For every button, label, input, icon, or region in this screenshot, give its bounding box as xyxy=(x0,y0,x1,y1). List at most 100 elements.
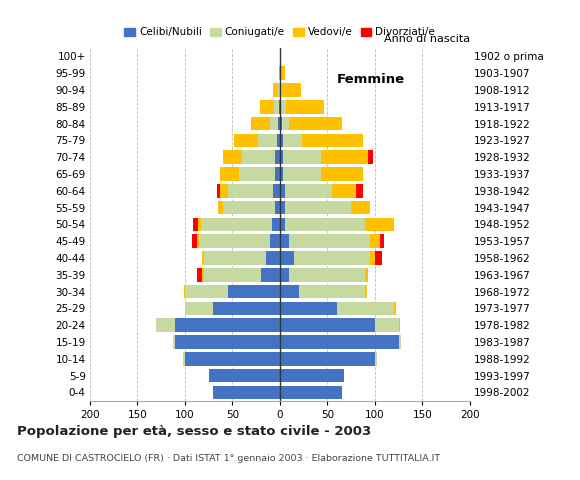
Bar xyxy=(280,150,282,164)
Bar xyxy=(258,133,277,147)
Bar xyxy=(294,251,370,265)
Bar xyxy=(209,369,280,383)
Bar xyxy=(213,385,280,399)
Bar xyxy=(368,150,373,164)
Bar xyxy=(280,167,282,181)
Bar xyxy=(218,201,223,215)
Bar xyxy=(273,83,278,97)
Bar xyxy=(375,318,398,332)
Bar xyxy=(280,335,398,349)
Bar xyxy=(220,184,227,198)
Bar xyxy=(266,251,280,265)
Bar xyxy=(289,234,370,248)
Bar xyxy=(285,217,365,231)
Bar xyxy=(365,268,368,282)
Bar xyxy=(199,234,270,248)
Bar xyxy=(272,217,280,231)
Bar xyxy=(204,268,261,282)
Bar xyxy=(280,133,282,147)
Text: Anno di nascita: Anno di nascita xyxy=(384,35,470,45)
Bar xyxy=(213,301,280,315)
Bar xyxy=(201,217,272,231)
Bar xyxy=(379,234,385,248)
Legend: Celibi/Nubili, Coniugati/e, Vedovi/e, Divorziati/e: Celibi/Nubili, Coniugati/e, Vedovi/e, Di… xyxy=(120,23,440,42)
Bar xyxy=(280,352,375,366)
Bar xyxy=(157,318,175,332)
Bar xyxy=(285,184,332,198)
Bar xyxy=(375,352,377,366)
Bar xyxy=(227,285,280,299)
Bar xyxy=(280,318,375,332)
Bar xyxy=(185,285,227,299)
Bar xyxy=(173,335,175,349)
Bar xyxy=(282,117,289,131)
Bar xyxy=(220,167,239,181)
Text: COMUNE DI CASTROCIELO (FR) · Dati ISTAT 1° gennaio 2003 · Elaborazione TUTTITALI: COMUNE DI CASTROCIELO (FR) · Dati ISTAT … xyxy=(17,454,441,463)
Bar xyxy=(280,301,337,315)
Bar xyxy=(282,167,321,181)
Bar xyxy=(321,150,368,164)
Bar xyxy=(375,251,382,265)
Bar xyxy=(274,100,279,114)
Bar xyxy=(280,217,285,231)
Bar xyxy=(184,285,185,299)
Bar xyxy=(275,167,280,181)
Bar xyxy=(175,335,280,349)
Bar xyxy=(183,352,185,366)
Bar xyxy=(275,150,280,164)
Bar xyxy=(280,369,345,383)
Bar xyxy=(280,117,282,131)
Bar xyxy=(280,201,285,215)
Bar xyxy=(280,285,299,299)
Bar xyxy=(280,234,289,248)
Bar xyxy=(197,268,202,282)
Bar xyxy=(365,217,394,231)
Bar xyxy=(197,234,199,248)
Bar xyxy=(289,268,365,282)
Bar xyxy=(280,268,289,282)
Bar xyxy=(281,100,285,114)
Bar xyxy=(337,301,394,315)
Bar xyxy=(277,133,280,147)
Bar xyxy=(227,184,273,198)
Bar xyxy=(234,133,258,147)
Bar xyxy=(193,217,198,231)
Bar xyxy=(198,217,201,231)
Text: Popolazione per età, sesso e stato civile - 2003: Popolazione per età, sesso e stato civil… xyxy=(17,425,372,438)
Bar xyxy=(204,251,266,265)
Bar xyxy=(239,167,275,181)
Bar xyxy=(193,234,197,248)
Bar xyxy=(321,167,364,181)
Bar xyxy=(270,117,278,131)
Bar xyxy=(202,268,204,282)
Bar xyxy=(280,251,294,265)
Bar xyxy=(223,150,242,164)
Bar xyxy=(398,335,401,349)
Bar xyxy=(175,318,280,332)
Bar xyxy=(289,117,342,131)
Bar xyxy=(279,100,280,114)
Bar xyxy=(282,150,321,164)
Bar xyxy=(299,285,365,299)
Bar xyxy=(365,285,367,299)
Bar xyxy=(202,251,204,265)
Bar xyxy=(223,201,275,215)
Bar xyxy=(285,201,351,215)
Bar xyxy=(356,184,364,198)
Bar xyxy=(278,117,280,131)
Bar xyxy=(273,184,280,198)
Bar xyxy=(280,184,285,198)
Bar xyxy=(280,385,342,399)
Bar xyxy=(275,201,280,215)
Bar xyxy=(278,83,280,97)
Bar xyxy=(280,66,285,80)
Bar xyxy=(242,150,275,164)
Bar xyxy=(280,100,281,114)
Bar xyxy=(279,66,280,80)
Bar xyxy=(261,268,280,282)
Bar xyxy=(394,301,396,315)
Bar xyxy=(282,83,301,97)
Bar xyxy=(270,234,280,248)
Bar xyxy=(302,133,364,147)
Bar xyxy=(398,318,400,332)
